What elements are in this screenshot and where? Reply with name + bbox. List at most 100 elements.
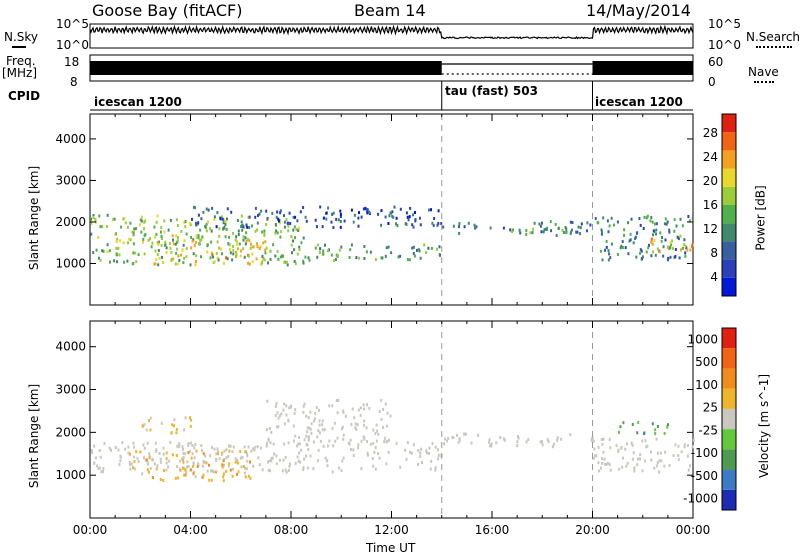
- cell-1-0: [275, 454, 277, 457]
- cell-0-7: [630, 233, 632, 236]
- cell-0-0: [218, 259, 220, 262]
- cell-0-0: [129, 222, 131, 225]
- cell-0-0: [238, 230, 240, 233]
- cell-0-3: [340, 213, 342, 216]
- colorbar-seg-1-6: [722, 368, 736, 388]
- cell-1-1: [215, 452, 217, 455]
- cell-1-1: [148, 471, 150, 474]
- cell-0-0: [299, 248, 301, 251]
- cell-0-3: [208, 209, 210, 212]
- cell-0-7: [656, 222, 658, 225]
- cell-0-0: [183, 244, 185, 247]
- cell-0-5: [580, 226, 582, 229]
- cell-1-2: [171, 431, 173, 434]
- cell-0-0: [287, 263, 289, 266]
- cell-1-3: [268, 439, 270, 442]
- cell-1-0: [155, 442, 157, 445]
- cell-0-3: [227, 207, 229, 210]
- cell-0-3: [331, 213, 333, 216]
- cell-1-3: [383, 440, 385, 443]
- cell-1-4: [516, 440, 518, 443]
- cell-1-3: [283, 402, 285, 405]
- cell-1-0: [343, 457, 345, 460]
- cell-1-0: [307, 448, 309, 451]
- cell-0-7: [684, 255, 686, 258]
- cell-1-4: [504, 439, 506, 442]
- cell-0-0: [144, 233, 146, 236]
- cell-0-7: [608, 230, 610, 233]
- cell-0-0: [98, 215, 100, 218]
- cell-0-7: [668, 231, 670, 234]
- cell-0-3: [265, 210, 267, 213]
- cell-0-7: [646, 251, 648, 254]
- cell-1-5: [598, 446, 600, 449]
- cell-0-0: [90, 218, 92, 221]
- cell-1-5: [624, 448, 626, 451]
- cell-0-0: [263, 229, 265, 232]
- cell-0-0: [286, 218, 288, 221]
- cell-0-4: [339, 249, 341, 252]
- colorbar-tick-0-6: 4: [710, 270, 718, 284]
- cell-0-6: [562, 229, 564, 232]
- cell-1-5: [633, 466, 635, 469]
- cell-0-4: [386, 246, 388, 249]
- cell-0-2: [194, 244, 196, 247]
- cell-1-5: [678, 458, 680, 461]
- cell-1-1: [222, 476, 224, 479]
- cell-0-3: [385, 216, 387, 219]
- cell-0-4: [319, 247, 321, 250]
- cell-0-3: [216, 211, 218, 214]
- cell-1-0: [246, 467, 248, 470]
- cell-0-2: [158, 243, 160, 246]
- cell-1-3: [310, 428, 312, 431]
- cell-0-0: [112, 218, 114, 221]
- cell-0-2: [223, 262, 225, 265]
- cell-0-7: [655, 254, 657, 257]
- cell-1-3: [331, 404, 333, 407]
- cell-0-2: [176, 248, 178, 251]
- cell-1-5: [618, 468, 620, 471]
- cell-0-3: [344, 220, 346, 223]
- cell-1-0: [95, 456, 97, 459]
- cell-0-0: [161, 244, 163, 247]
- cell-1-5: [684, 445, 686, 448]
- cell-0-0: [116, 260, 118, 263]
- colorbar-seg-1-2: [722, 449, 736, 469]
- cell-0-3: [351, 209, 353, 212]
- cell-0-2: [195, 241, 197, 244]
- cell-1-3: [279, 414, 281, 417]
- cell-1-3: [386, 425, 388, 428]
- cell-0-2: [247, 262, 249, 265]
- cell-0-3: [358, 211, 360, 214]
- xtick-label-2: 08:00: [274, 523, 309, 537]
- cell-0-0: [132, 262, 134, 265]
- cell-0-0: [206, 229, 208, 232]
- cell-0-2: [250, 243, 252, 246]
- cell-1-1: [141, 472, 143, 475]
- cell-0-0: [115, 247, 117, 250]
- cell-1-2: [183, 428, 185, 431]
- cell-0-5: [541, 230, 543, 233]
- cell-1-1: [223, 473, 225, 476]
- colorbar-tick-1-7: -1000: [683, 492, 718, 506]
- cell-0-2: [186, 247, 188, 250]
- cell-1-0: [91, 451, 93, 454]
- cell-1-1: [176, 454, 178, 457]
- cell-1-0: [310, 454, 312, 457]
- cell-1-1: [237, 462, 239, 465]
- cell-0-5: [464, 225, 466, 228]
- cell-1-0: [257, 445, 259, 448]
- cell-1-6: [622, 421, 624, 424]
- cell-0-0: [195, 263, 197, 266]
- cell-1-5: [693, 439, 695, 442]
- cell-0-3: [319, 206, 321, 209]
- cell-0-2: [177, 254, 179, 257]
- cell-0-4: [291, 251, 293, 254]
- cell-0-3: [276, 211, 278, 214]
- cell-1-1: [183, 456, 185, 459]
- cell-1-3: [293, 425, 295, 428]
- cell-1-1: [163, 469, 165, 472]
- cell-1-3: [322, 419, 324, 422]
- cell-1-0: [215, 459, 217, 462]
- cell-0-3: [433, 217, 435, 220]
